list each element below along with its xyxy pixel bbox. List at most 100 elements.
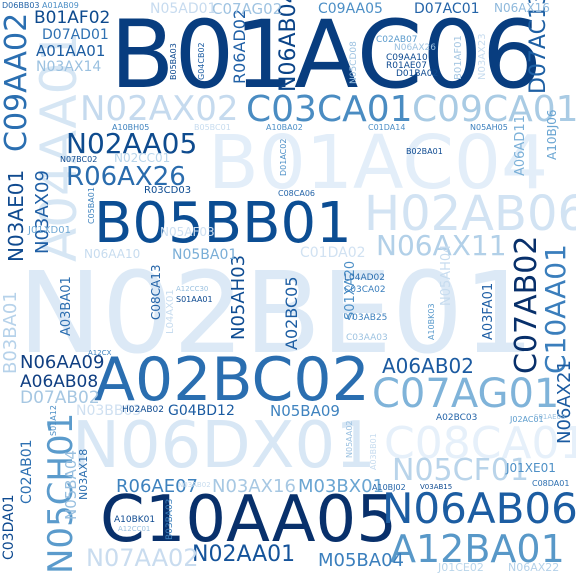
word-58: N06AX16	[494, 1, 550, 15]
word-37: D07AB02	[20, 388, 100, 408]
word-111: N05AA02	[345, 420, 354, 458]
word-57: D07AC01	[414, 1, 480, 17]
word-117: N03AB02	[178, 481, 211, 489]
word-88: C08CA06	[278, 189, 316, 198]
word-107: H02AB02	[122, 405, 165, 415]
word-1: B01AC04	[208, 120, 549, 206]
word-67: A03FA01	[481, 282, 496, 340]
word-72: N03AX18	[77, 448, 90, 500]
word-74: N05AF03	[160, 225, 215, 239]
word-35: N06AA09	[20, 352, 105, 373]
word-116: C08DA01	[532, 479, 570, 488]
word-97: D01BA02	[396, 69, 439, 79]
word-52: B01AF02	[34, 8, 111, 28]
word-106: A10BK03	[427, 303, 436, 340]
word-79: C03AA03	[346, 333, 388, 343]
word-45: N03BB03	[76, 403, 142, 419]
word-51: N05AD01	[150, 1, 217, 17]
word-91: A01AB09	[42, 1, 79, 10]
word-66: N05AH04	[439, 244, 454, 306]
word-50: C07AG02	[212, 0, 283, 18]
word-104: A12CC30	[176, 285, 209, 293]
word-36: A06AB08	[20, 372, 99, 392]
word-86: N07BC02	[60, 155, 98, 164]
word-33: N03AX09	[32, 170, 53, 254]
word-62: J01XE01	[506, 461, 556, 475]
word-71: N02CC01	[114, 151, 171, 165]
word-21: N06AX11	[376, 229, 507, 262]
word-81: B05BC01	[194, 123, 231, 132]
word-84: N05AH05	[470, 123, 508, 132]
word-42: N05BA01	[172, 247, 238, 263]
word-27: M05BA04	[318, 550, 405, 571]
word-90: D06BB03	[2, 1, 40, 10]
word-120: B03BA03	[165, 498, 175, 540]
word-61: A10BJ06	[545, 109, 559, 160]
word-89: C05BA01	[87, 187, 96, 224]
word-10: N06AB06	[382, 484, 576, 533]
word-75: R03CD03	[144, 185, 192, 196]
word-73: N06AA10	[84, 247, 141, 261]
word-32: N03AE01	[4, 169, 28, 262]
word-101: B05BA03	[169, 43, 178, 80]
word-38: B03BA01	[0, 291, 21, 374]
word-96: R01AE07	[386, 61, 428, 71]
word-109: J02AC01	[510, 415, 544, 424]
word-100: G04CB02	[197, 42, 206, 80]
word-31: M03BX01	[298, 476, 385, 497]
word-3: H02AB06	[364, 186, 576, 242]
word-49: R06AD02	[230, 8, 249, 84]
word-55: N03AX14	[36, 59, 102, 75]
word-102: S01AA01	[176, 295, 213, 304]
word-68: A03BA01	[59, 276, 74, 336]
word-9: B05BB01	[94, 191, 352, 256]
word-94: N06AX26	[394, 43, 436, 53]
word-87: D01AC02	[279, 138, 288, 176]
word-113: S01A12	[49, 405, 58, 436]
word-47: C03DA01	[1, 494, 17, 560]
word-22: N05CF01	[392, 453, 529, 488]
word-77: C03CA02	[344, 285, 386, 295]
word-13: C03CA01	[246, 89, 413, 130]
word-48: C02AB01	[19, 439, 35, 504]
word-43: N05BA09	[270, 402, 340, 420]
word-118: A10BK01	[114, 515, 156, 525]
word-112: A03BB01	[369, 433, 378, 470]
word-44: G04BD12	[168, 403, 235, 419]
word-93: C02AB07	[376, 35, 418, 45]
word-85: B02BA01	[406, 147, 443, 156]
word-12: C07AG01	[372, 371, 560, 417]
word-80: A10BH05	[112, 123, 150, 132]
word-82: A10BA02	[266, 123, 303, 132]
word-11: A12BA01	[390, 527, 565, 571]
word-114: A10BJ02	[372, 483, 406, 492]
word-19: C07AB02	[509, 235, 544, 374]
word-6: B01AC06	[110, 1, 542, 110]
word-69: C08CA13	[149, 264, 163, 320]
word-20: C10AA01	[539, 244, 572, 374]
word-92: N05CD08	[349, 41, 359, 84]
word-103: A12CX	[88, 349, 112, 357]
word-115: V03AB15	[420, 483, 453, 491]
word-108: A02BC03	[436, 413, 478, 423]
word-2: N06DX01	[72, 409, 376, 483]
word-15: N02AX02	[80, 89, 239, 129]
word-53: D07AD01	[42, 27, 109, 43]
word-24: R06AX26	[66, 162, 186, 192]
word-26: N02AA01	[192, 542, 296, 567]
word-78: V03AB25	[346, 313, 388, 323]
word-76: L04AD02	[344, 273, 386, 283]
word-56: C09AA05	[318, 1, 383, 17]
word-7: C10AA05	[100, 483, 397, 557]
word-54: A01AA01	[36, 42, 106, 60]
word-63: N06AX22	[508, 561, 560, 574]
word-70: J01XD01	[28, 225, 71, 236]
word-23: N02AA05	[66, 127, 198, 160]
word-119: A12CC01	[118, 525, 151, 533]
word-105: L04AX01	[165, 289, 176, 334]
word-41: N06AX21	[554, 360, 575, 444]
word-4: C08CA01	[384, 418, 576, 469]
word-99: N03AX23	[477, 33, 488, 80]
word-98: B01AF01	[453, 35, 464, 80]
